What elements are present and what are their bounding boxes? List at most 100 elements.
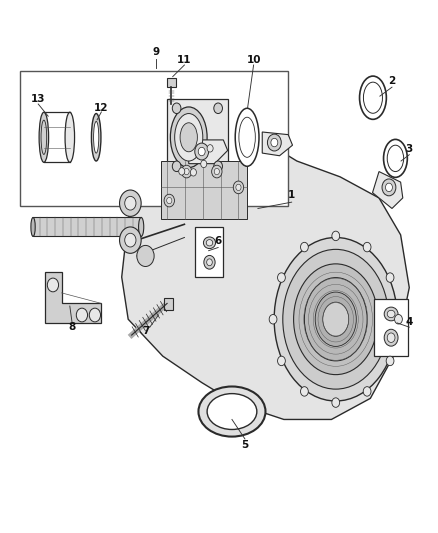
Circle shape [120, 190, 141, 216]
Circle shape [278, 356, 285, 366]
Ellipse shape [387, 333, 395, 342]
Circle shape [207, 144, 213, 152]
Circle shape [89, 308, 100, 322]
Ellipse shape [293, 264, 378, 375]
Ellipse shape [207, 259, 212, 266]
Polygon shape [122, 140, 409, 419]
Circle shape [300, 243, 308, 252]
Ellipse shape [207, 393, 257, 430]
Polygon shape [189, 140, 228, 164]
Circle shape [137, 245, 154, 266]
Ellipse shape [283, 249, 389, 389]
Text: 3: 3 [406, 144, 413, 154]
Ellipse shape [65, 112, 74, 163]
Ellipse shape [384, 329, 398, 346]
Bar [164, 298, 173, 310]
Text: 12: 12 [94, 103, 109, 114]
Circle shape [120, 227, 141, 253]
Text: 10: 10 [246, 55, 261, 64]
Circle shape [47, 278, 59, 292]
Bar [20, 71, 288, 206]
Ellipse shape [203, 237, 215, 248]
Circle shape [363, 386, 371, 396]
Circle shape [236, 184, 241, 191]
Text: 6: 6 [215, 236, 222, 246]
Ellipse shape [235, 108, 259, 166]
Text: 2: 2 [389, 76, 396, 86]
Circle shape [214, 161, 223, 172]
Ellipse shape [94, 122, 99, 153]
Text: 9: 9 [153, 47, 160, 58]
Ellipse shape [92, 114, 101, 161]
Ellipse shape [180, 123, 198, 152]
Circle shape [198, 147, 205, 156]
Circle shape [184, 168, 189, 175]
Polygon shape [45, 272, 101, 324]
Ellipse shape [364, 82, 382, 114]
Bar [167, 99, 228, 175]
Ellipse shape [198, 386, 265, 437]
Circle shape [172, 103, 181, 114]
Circle shape [395, 314, 403, 324]
Circle shape [386, 273, 394, 282]
Circle shape [332, 231, 339, 241]
Polygon shape [372, 172, 403, 208]
Circle shape [172, 161, 181, 172]
Ellipse shape [239, 117, 255, 157]
Text: 7: 7 [142, 326, 149, 336]
Circle shape [278, 273, 285, 282]
Circle shape [201, 160, 207, 167]
Circle shape [363, 243, 371, 252]
Circle shape [233, 181, 244, 193]
Circle shape [382, 179, 396, 196]
Circle shape [214, 168, 219, 175]
Ellipse shape [31, 217, 35, 237]
Ellipse shape [360, 76, 386, 119]
Circle shape [268, 134, 281, 151]
Circle shape [332, 398, 339, 407]
Circle shape [300, 386, 308, 396]
Text: 5: 5 [241, 440, 249, 450]
Ellipse shape [170, 107, 207, 167]
Circle shape [386, 356, 394, 366]
Text: 13: 13 [31, 94, 46, 104]
Bar [374, 299, 408, 356]
Ellipse shape [41, 120, 47, 155]
Text: 8: 8 [68, 322, 76, 332]
Polygon shape [262, 132, 293, 156]
Ellipse shape [175, 114, 203, 161]
Bar [167, 78, 176, 87]
Ellipse shape [206, 240, 213, 246]
Ellipse shape [274, 238, 397, 401]
Circle shape [181, 165, 192, 178]
Ellipse shape [304, 278, 367, 361]
Ellipse shape [323, 302, 349, 336]
Circle shape [167, 197, 172, 204]
Text: 1: 1 [288, 190, 295, 200]
Text: 11: 11 [177, 55, 192, 64]
Ellipse shape [39, 112, 49, 163]
Ellipse shape [315, 292, 356, 346]
Bar [195, 227, 223, 277]
Circle shape [76, 308, 88, 322]
Circle shape [195, 143, 208, 160]
Ellipse shape [384, 307, 398, 321]
Circle shape [179, 168, 185, 175]
Circle shape [212, 165, 222, 178]
Ellipse shape [204, 255, 215, 269]
Circle shape [385, 183, 392, 191]
Circle shape [271, 139, 278, 147]
Circle shape [214, 103, 223, 114]
Circle shape [269, 314, 277, 324]
Circle shape [125, 196, 136, 210]
Bar [161, 161, 247, 219]
Ellipse shape [138, 217, 144, 237]
Bar [33, 217, 141, 237]
Text: 4: 4 [406, 317, 413, 327]
Ellipse shape [384, 140, 407, 177]
Circle shape [164, 194, 174, 207]
Circle shape [125, 233, 136, 247]
Circle shape [191, 168, 196, 176]
Ellipse shape [387, 145, 404, 172]
Ellipse shape [387, 310, 395, 318]
